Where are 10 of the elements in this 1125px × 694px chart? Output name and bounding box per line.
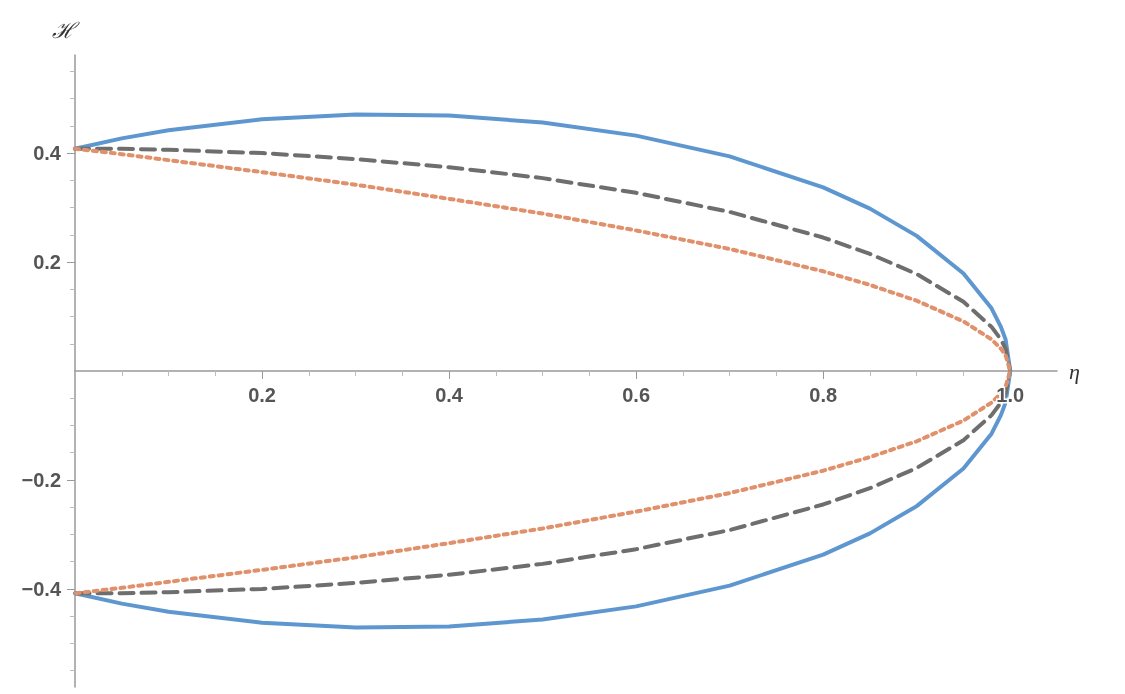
x-axis-title: η (1069, 358, 1080, 384)
y-tick-label: 0.2 (33, 251, 61, 274)
y-tick-label: −0.4 (21, 577, 62, 600)
y-tick-label: 0.4 (33, 142, 62, 165)
x-tick-label: 0.6 (622, 384, 651, 406)
y-tick-label: −0.2 (21, 468, 61, 491)
x-tick-label: 0.8 (809, 384, 838, 406)
y-axis-title: ℋ (52, 17, 80, 43)
x-tick-label: 0.2 (248, 384, 276, 406)
x-tick-label: 0.4 (435, 384, 464, 406)
